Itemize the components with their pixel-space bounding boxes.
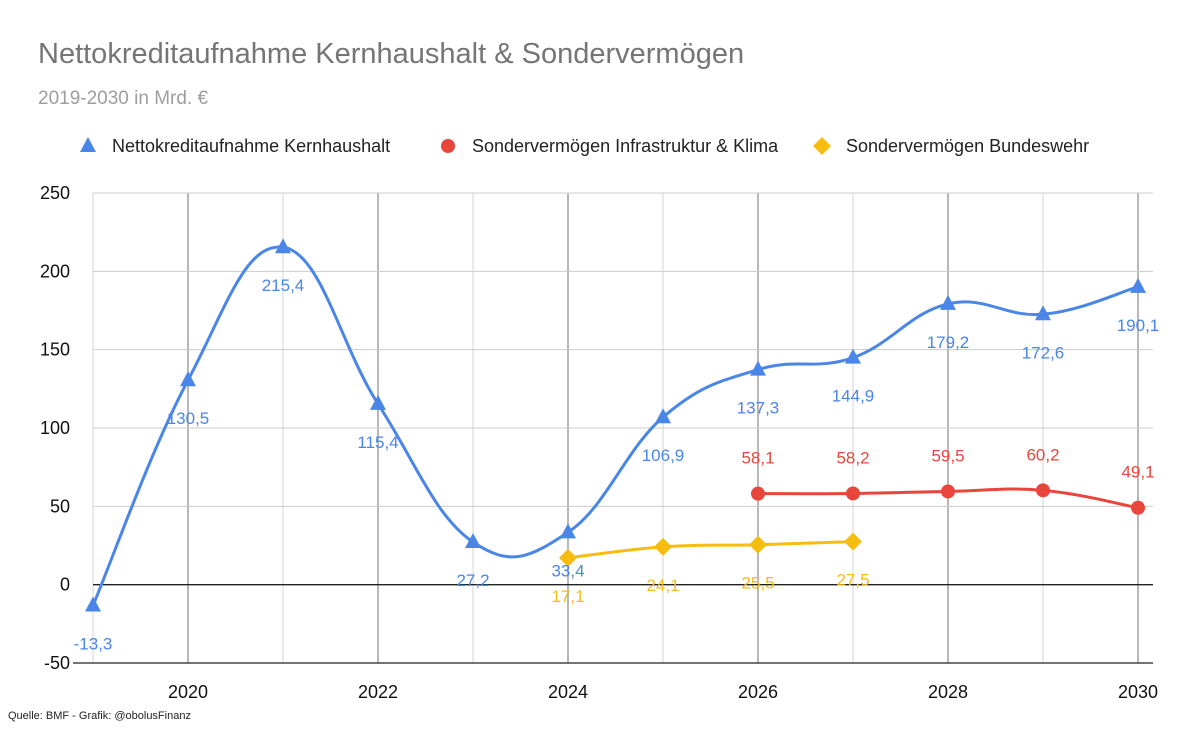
y-tick-label: 100 xyxy=(40,418,70,438)
data-label-infrastruktur-klima: 58,1 xyxy=(741,449,774,468)
data-labels: -13,3 130,5 215,4 115,4 27,2 33,4 106,9 137,3 14… xyxy=(74,276,1160,653)
marker-infrastruktur-klima xyxy=(1131,500,1145,515)
series-markers xyxy=(85,238,1146,612)
marker-kernhaushalt xyxy=(560,523,576,539)
data-label-infrastruktur-klima: 49,1 xyxy=(1121,463,1154,482)
marker-infrastruktur-klima xyxy=(941,484,955,499)
marker-kernhaushalt xyxy=(1035,305,1051,321)
marker-kernhaushalt xyxy=(1130,277,1146,293)
data-label-bundeswehr: 25,5 xyxy=(741,574,774,593)
legend-label-kernhaushalt: Nettokreditaufnahme Kernhaushalt xyxy=(112,136,390,156)
data-label-kernhaushalt: 215,4 xyxy=(262,276,305,295)
data-label-kernhaushalt: 172,6 xyxy=(1022,343,1065,362)
marker-bundeswehr xyxy=(654,537,672,556)
y-tick-label: 250 xyxy=(40,183,70,203)
data-label-kernhaushalt: 144,9 xyxy=(832,387,875,406)
data-label-kernhaushalt: 106,9 xyxy=(642,446,685,465)
legend: Nettokreditaufnahme Kernhaushalt Sonderve… xyxy=(80,136,1089,156)
x-tick-label: 2022 xyxy=(358,682,398,702)
y-tick-label: 50 xyxy=(50,496,70,516)
y-tick-label: 200 xyxy=(40,261,70,281)
x-tick-label: 2024 xyxy=(548,682,588,702)
data-label-kernhaushalt: -13,3 xyxy=(74,635,113,654)
marker-bundeswehr xyxy=(844,532,862,551)
chart-title: Nettokreditaufnahme Kernhaushalt & Sonde… xyxy=(38,38,745,70)
legend-marker-infrastruktur-klima xyxy=(441,139,455,153)
data-label-kernhaushalt: 115,4 xyxy=(357,433,398,452)
marker-kernhaushalt xyxy=(370,394,386,410)
marker-kernhaushalt xyxy=(845,348,861,364)
data-label-bundeswehr: 17,1 xyxy=(551,587,584,606)
data-label-kernhaushalt: 137,3 xyxy=(737,399,780,418)
marker-kernhaushalt xyxy=(465,533,481,549)
data-label-kernhaushalt: 190,1 xyxy=(1117,316,1160,335)
chart-subtitle: 2019-2030 in Mrd. € xyxy=(38,88,209,109)
y-tick-label: 0 xyxy=(60,575,70,595)
data-label-infrastruktur-klima: 60,2 xyxy=(1026,445,1059,464)
marker-kernhaushalt xyxy=(85,596,101,612)
marker-kernhaushalt xyxy=(940,294,956,310)
marker-bundeswehr xyxy=(749,535,767,554)
series-lines xyxy=(91,245,1140,608)
data-label-kernhaushalt: 27,2 xyxy=(456,571,489,590)
legend-marker-bundeswehr xyxy=(813,137,831,155)
y-tick-label: -50 xyxy=(44,653,70,673)
marker-infrastruktur-klima xyxy=(751,486,765,501)
x-tick-label: 2028 xyxy=(928,682,968,702)
legend-label-infrastruktur-klima: Sondervermögen Infrastruktur & Klima xyxy=(472,136,779,156)
legend-label-bundeswehr: Sondervermögen Bundeswehr xyxy=(846,136,1089,156)
data-label-kernhaushalt: 130,5 xyxy=(167,409,210,428)
marker-infrastruktur-klima xyxy=(1036,483,1050,498)
marker-kernhaushalt xyxy=(750,360,766,376)
data-label-kernhaushalt: 33,4 xyxy=(551,561,584,580)
series-line-bundeswehr xyxy=(566,540,855,560)
marker-kernhaushalt xyxy=(655,408,671,424)
legend-marker-kernhaushalt xyxy=(80,137,96,152)
marker-infrastruktur-klima xyxy=(846,486,860,501)
x-tick-label: 2020 xyxy=(168,682,208,702)
data-label-infrastruktur-klima: 59,5 xyxy=(931,446,964,465)
x-tick-label: 2030 xyxy=(1118,682,1158,702)
data-label-kernhaushalt: 179,2 xyxy=(927,333,970,352)
axes: -50 0 50 100 150 200 250 2020 2022 2024 2026 2028 20… xyxy=(40,183,1158,702)
marker-kernhaushalt xyxy=(180,371,196,387)
x-tick-label: 2026 xyxy=(738,682,778,702)
marker-kernhaushalt xyxy=(275,238,291,254)
y-tick-label: 150 xyxy=(40,340,70,360)
data-label-bundeswehr: 24,1 xyxy=(646,576,679,595)
data-label-bundeswehr: 27,5 xyxy=(836,571,869,590)
source-note: Quelle: BMF - Grafik: @obolusFinanz xyxy=(8,710,191,722)
marker-bundeswehr xyxy=(559,548,577,567)
data-label-infrastruktur-klima: 58,2 xyxy=(836,448,869,467)
